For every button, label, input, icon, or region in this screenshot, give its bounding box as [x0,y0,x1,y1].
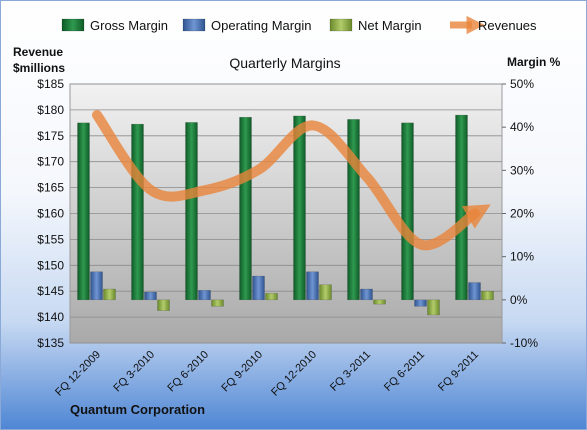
operating-margin-bar [414,299,427,307]
category-tick-label: FQ 6-2010 [165,349,211,395]
net-margin-bar [319,284,332,301]
right-axis-label: Margin % [507,55,561,69]
legend-label: Net Margin [358,18,422,33]
legend-swatch [61,18,85,32]
gross-margin-bar [455,114,468,301]
net-margin-bar [103,288,116,301]
net-margin-bar [157,299,170,311]
left-tick-label: $140 [37,310,64,324]
right-tick-label: 50% [510,77,534,91]
category-tick-label: FQ 9-2011 [436,349,481,394]
legend: Gross Margin Operating Margin Net Margin Re… [61,15,537,35]
operating-margin-bar [144,291,157,301]
category-tick-label: FQ 9-2010 [219,349,265,395]
left-axis-label-line1: Revenue [13,45,63,59]
right-tick-label: -10% [510,336,538,350]
gross-margin-bar [131,123,144,301]
legend-label: Revenues [478,18,537,33]
category-tick-label: FQ 12-2009 [53,349,103,399]
left-tick-label: $145 [37,284,64,298]
left-tick-label: $170 [37,155,64,169]
left-tick-label: $160 [37,207,64,221]
category-tick-label: FQ 6-2011 [382,349,427,394]
gross-margin-bar [77,122,90,301]
legend-swatch [182,18,206,32]
operating-margin-bar [252,275,265,301]
right-tick-label: 20% [510,207,534,221]
net-margin-bar [373,299,386,305]
net-margin-bar [211,299,224,307]
gross-margin-bar [347,119,360,301]
category-tick-label: FQ 3-2010 [111,349,157,395]
revenue-line [92,110,491,251]
right-tick-label: 10% [510,250,534,264]
right-tick-label: 30% [510,163,534,177]
chart-title: Quarterly Margins [229,55,340,71]
legend-label: Gross Margin [90,18,168,33]
gross-margin-bar [293,115,306,301]
net-margin-bar [265,293,278,301]
left-tick-label: $180 [37,103,64,117]
operating-margin-bar [90,271,103,301]
left-tick-label: $175 [37,129,64,143]
operating-margin-bar [198,290,211,301]
revenues-line [92,110,491,251]
left-axis-label-line2: $millions [13,61,65,75]
left-tick-label: $165 [37,181,64,195]
left-tick-label: $185 [37,77,64,91]
legend-swatch [329,18,353,32]
net-margin-bar [427,299,440,316]
left-tick-label: $155 [37,232,64,246]
operating-margin-bar [360,288,373,301]
operating-margin-bar [306,271,319,301]
gross-margin-bar [239,116,252,301]
right-tick-label: 0% [510,293,528,307]
net-margin-bar [481,290,494,301]
legend-label: Operating Margin [211,18,311,33]
left-tick-label: $150 [37,258,64,272]
gross-margin-bar [185,122,198,301]
left-tick-label: $135 [37,336,64,350]
company-name: Quantum Corporation [70,402,205,417]
category-tick-label: FQ 3-2011 [328,349,373,394]
right-tick-label: 40% [510,120,534,134]
gross-margin-bar [401,122,414,301]
operating-margin-bar [468,282,481,301]
category-tick-label: FQ 12-2010 [269,349,319,399]
